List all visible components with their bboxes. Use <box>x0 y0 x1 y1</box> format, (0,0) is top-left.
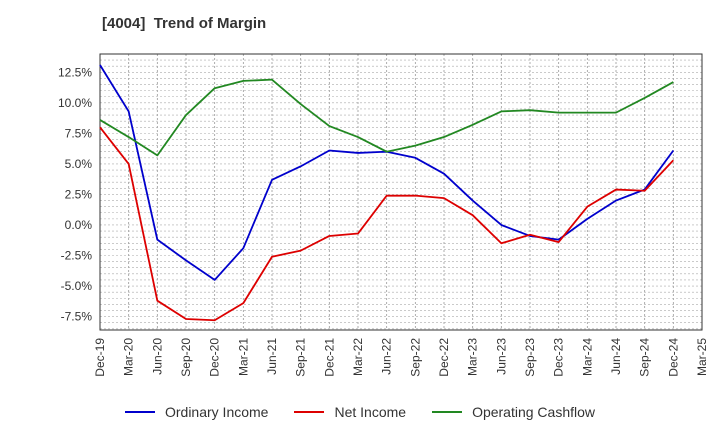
legend-item-3: Operating Cashflow <box>432 404 595 420</box>
x-tick-label: Jun-21 <box>265 338 279 375</box>
chart-legend: Ordinary Income Net Income Operating Cashf… <box>0 404 720 420</box>
y-tick-label: 0.0% <box>65 218 93 232</box>
y-tick-label: 7.5% <box>65 126 93 140</box>
y-tick-label: -7.5% <box>61 310 93 324</box>
x-tick-label: Mar-21 <box>236 338 250 376</box>
x-tick-label: Dec-20 <box>208 338 222 377</box>
x-tick-label: Mar-25 <box>695 338 709 376</box>
x-tick-label: Dec-23 <box>552 338 566 377</box>
x-tick-label: Sep-20 <box>179 338 193 377</box>
plot-area <box>100 54 702 330</box>
x-tick-label: Sep-22 <box>408 338 422 377</box>
legend-label: Ordinary Income <box>164 404 269 420</box>
x-tick-label: Mar-23 <box>466 338 480 376</box>
legend-item-2: Net Income <box>294 404 406 420</box>
x-tick-label: Jun-22 <box>380 338 394 375</box>
x-tick-label: Jun-20 <box>150 338 164 375</box>
y-tick-label: 12.5% <box>58 65 92 79</box>
y-tick-label: 10.0% <box>58 96 92 110</box>
chart-title: [4004] Trend of Margin <box>102 15 267 32</box>
legend-swatch <box>124 411 155 413</box>
legend-label: Net Income <box>334 404 407 420</box>
x-tick-label: Dec-24 <box>666 338 680 377</box>
legend-swatch <box>294 411 325 413</box>
series-line-2 <box>99 126 674 322</box>
legend-item-1: Ordinary Income <box>124 404 269 420</box>
x-tick-label: Dec-21 <box>322 338 336 377</box>
x-tick-label: Mar-22 <box>351 338 365 376</box>
y-tick-label: 2.5% <box>65 187 93 201</box>
y-tick-label: 5.0% <box>65 157 93 171</box>
x-tick-label: Jun-23 <box>494 338 508 375</box>
y-tick-label: -2.5% <box>61 249 93 263</box>
x-tick-label: Mar-24 <box>580 338 594 376</box>
legend-swatch <box>432 411 463 413</box>
series-line-3 <box>99 78 674 157</box>
plot-border <box>99 53 703 331</box>
x-tick-label: Sep-21 <box>294 338 308 377</box>
y-tick-label: -5.0% <box>61 279 93 293</box>
x-tick-label: Dec-19 <box>93 338 107 377</box>
x-tick-label: Mar-20 <box>122 338 136 376</box>
x-tick-label: Jun-24 <box>609 338 623 375</box>
x-tick-label: Sep-23 <box>523 338 537 377</box>
x-tick-label: Sep-24 <box>638 338 652 377</box>
x-tick-label: Dec-22 <box>437 338 451 377</box>
legend-label: Operating Cashflow <box>472 404 596 420</box>
